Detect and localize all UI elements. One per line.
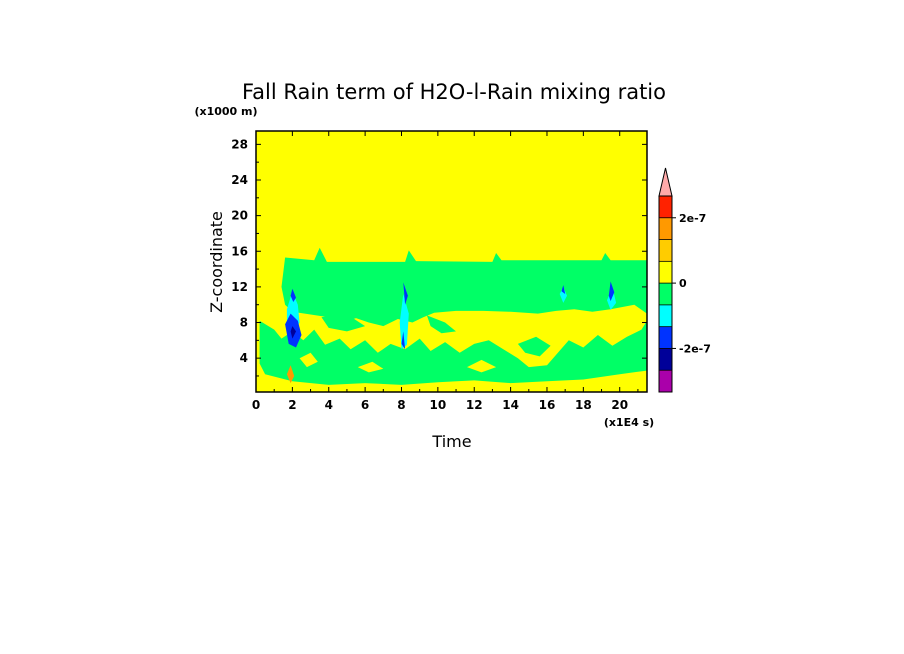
contour-region-18 <box>290 326 296 339</box>
contour-region-13 <box>290 288 296 302</box>
contour-region-4 <box>517 336 551 357</box>
x-tick-label: 4 <box>325 398 333 412</box>
colorbar-tick-label: -2e-7 <box>679 342 711 355</box>
x-tick-label: 14 <box>502 398 519 412</box>
plot-frame <box>255 130 648 393</box>
colorbar-swatch <box>659 326 672 349</box>
contour-region-7 <box>467 359 497 373</box>
x-tick-label: 2 <box>288 398 296 412</box>
plot-area <box>256 131 647 392</box>
contour-region-11 <box>559 286 567 303</box>
x-tick-label: 6 <box>361 398 369 412</box>
colorbar-swatch <box>659 261 672 284</box>
colorbar-swatch <box>659 196 672 218</box>
x-axis-ticks: 0 2 4 6 8 10 12 14 16 18 20 <box>252 131 639 412</box>
y-tick-label: 28 <box>231 137 248 151</box>
y-tick-label: 8 <box>240 316 248 330</box>
y-tick-label: 16 <box>231 244 248 258</box>
colorbar-tick-label: 2e-7 <box>679 212 706 225</box>
contour-region-6 <box>357 361 384 373</box>
colorbar-swatch <box>659 283 672 305</box>
colorbar-swatch <box>659 217 672 240</box>
colorbar-tick-label: 0 <box>679 277 687 290</box>
contour-region-14 <box>403 282 408 305</box>
x-axis-label: Time <box>431 432 471 451</box>
contour-region-5 <box>299 352 318 368</box>
y-tick-label: 24 <box>231 173 248 187</box>
colorbar-swatch <box>659 370 672 392</box>
contour-region-0 <box>281 247 647 327</box>
x-tick-label: 16 <box>539 398 556 412</box>
contour-region-1 <box>259 320 647 385</box>
contour-region-2 <box>321 313 366 332</box>
colorbar-swatch <box>659 304 672 327</box>
x-tick-label: 8 <box>397 398 405 412</box>
contour-region-15 <box>401 331 406 350</box>
colorbar: 2e-7 0 -2e-7 <box>658 167 711 393</box>
x-tick-label: 20 <box>611 398 628 412</box>
y-axis-unit: (x1000 m) <box>194 105 257 118</box>
colorbar-swatch <box>659 348 672 371</box>
y-tick-label: 20 <box>231 209 248 223</box>
x-tick-label: 10 <box>430 398 447 412</box>
contour-region-17 <box>561 285 566 294</box>
x-axis-unit: (x1E4 s) <box>604 416 654 429</box>
y-tick-label: 4 <box>240 351 248 365</box>
contour-region-9 <box>399 294 409 350</box>
colorbar-extend-arrow <box>658 167 673 197</box>
x-tick-label: 0 <box>252 398 260 412</box>
colorbar-swatch <box>659 239 672 262</box>
contour-region-19 <box>286 365 295 384</box>
y-tick-label: 12 <box>231 280 248 294</box>
chart-title: Fall Rain term of H2O-l-Rain mixing rati… <box>242 80 666 104</box>
contour-region-3 <box>426 315 456 334</box>
x-tick-label: 18 <box>575 398 592 412</box>
y-axis-ticks: 4 8 12 16 20 24 28 <box>231 137 647 377</box>
y-axis-label: Z-coordinate <box>207 211 226 313</box>
contour-region-16 <box>608 281 615 302</box>
x-tick-label: 12 <box>466 398 483 412</box>
